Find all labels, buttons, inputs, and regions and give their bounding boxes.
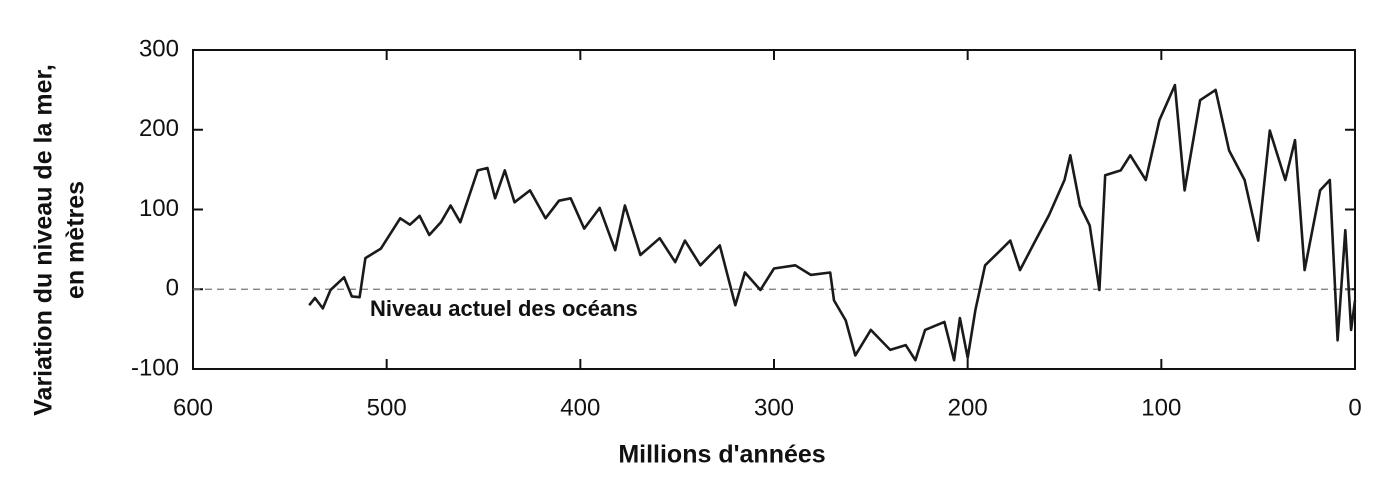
- x-tick-label: 0: [1348, 394, 1361, 421]
- x-tick-label: 300: [754, 394, 794, 421]
- plot-frame: [192, 49, 1356, 370]
- x-tick-label: 600: [173, 394, 213, 421]
- y-axis-label: Variation du niveau de la mer, en mètres: [30, 64, 90, 416]
- x-axis-label: Millions d'années: [618, 441, 825, 469]
- y-tick-label: 100: [139, 195, 179, 222]
- y-tick-label: 0: [166, 275, 179, 302]
- x-tick-label: 500: [367, 394, 407, 421]
- annotation: Niveau actuel des océans: [370, 296, 638, 321]
- y-axis-label-line: en mètres: [62, 181, 90, 299]
- x-tick-label: 200: [948, 394, 988, 421]
- y-tick-label: 300: [139, 35, 179, 62]
- y-axis-label-line: Variation du niveau de la mer,: [30, 64, 58, 416]
- sea-level-line: [308, 83, 1357, 362]
- y-tick-label: 200: [139, 115, 179, 142]
- x-tick-label: 400: [560, 394, 600, 421]
- y-tick-label: -100: [131, 354, 179, 381]
- x-tick-label: 100: [1141, 394, 1181, 421]
